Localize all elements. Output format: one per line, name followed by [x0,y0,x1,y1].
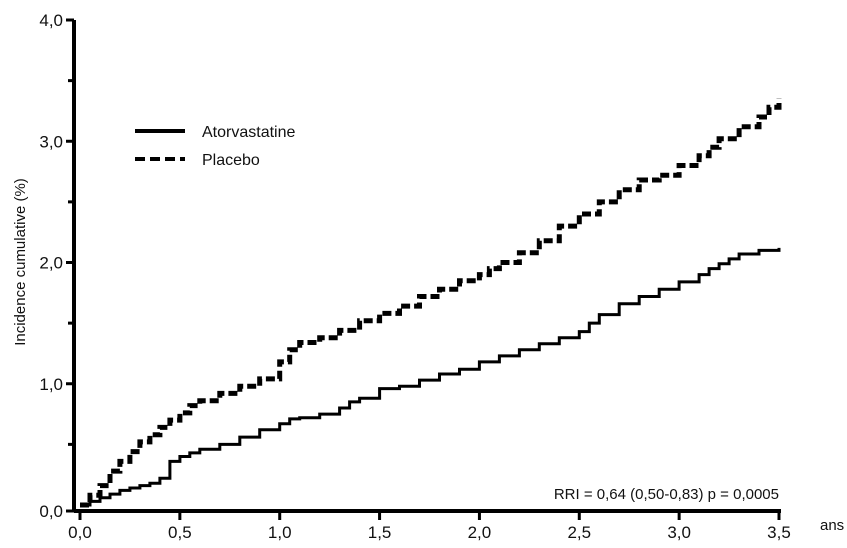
legend-label-atorvastatine: Atorvastatine [202,124,295,141]
x-axis-title: ans [820,517,844,534]
axes [72,20,781,513]
tick-marks: 0,0 1,0 2,0 3,0 4,0 0,0 0,5 1,0 1,5 2,0 2,5 3,0 3,5 [39,11,790,542]
stats-annotation: RRI = 0,64 (0,50-0,83) p = 0,0005 [554,486,779,503]
x-tick-label: 1,0 [268,523,292,542]
x-tick-label: 2,5 [567,523,591,542]
x-tick-label: 3,0 [667,523,691,542]
x-tick-label: 0,5 [168,523,192,542]
y-tick-label: 3,0 [39,132,63,151]
x-tick-label: 0,0 [68,523,92,542]
y-tick-label: 0,0 [39,502,63,521]
x-tick-label: 3,5 [767,523,791,542]
y-axis-title: Incidence cumulative (%) [12,178,29,346]
legend-label-placebo: Placebo [202,152,260,169]
x-tick-label: 2,0 [468,523,492,542]
series-line-placebo [80,98,782,508]
x-tick-label: 1,5 [368,523,392,542]
y-tick-label: 1,0 [39,375,63,394]
y-tick-label: 2,0 [39,254,63,273]
plot-area [80,98,782,508]
series-line-atorvastatine [80,247,781,507]
legend: Atorvastatine Placebo [135,124,295,169]
y-tick-label: 4,0 [39,11,63,30]
